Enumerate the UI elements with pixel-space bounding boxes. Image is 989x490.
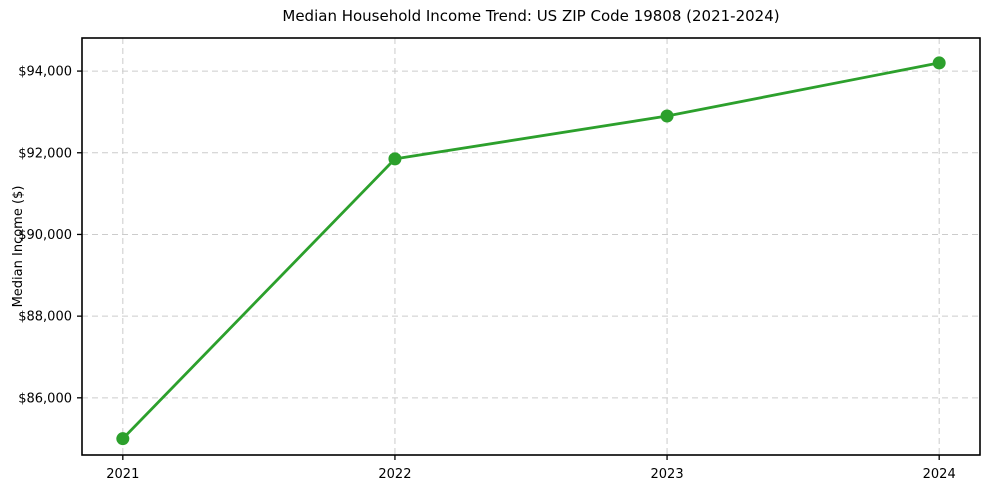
axis-tick-labels: 2021 2022 2023 2024 $86,000 $88,000 $90,000 $92… [18, 65, 955, 482]
y-tick-label: $88,000 [18, 310, 72, 325]
y-axis-label: Median Income ($) [11, 186, 26, 308]
grid-lines [82, 38, 980, 455]
y-tick-label: $90,000 [18, 228, 72, 243]
plot-border [81, 37, 981, 456]
data-point [116, 432, 130, 446]
axis-ticks [77, 70, 940, 460]
x-tick-label: 2022 [378, 467, 411, 482]
x-tick-label: 2021 [106, 467, 139, 482]
trend-line-series [116, 56, 946, 446]
y-tick-label: $94,000 [18, 65, 72, 80]
trend-line [121, 61, 941, 441]
x-tick-label: 2024 [923, 467, 956, 482]
y-tick-label: $86,000 [18, 391, 72, 406]
y-tick-label: $92,000 [18, 146, 72, 161]
data-point [932, 56, 946, 70]
x-tick-label: 2023 [651, 467, 684, 482]
data-point [660, 109, 674, 123]
data-point [388, 152, 402, 166]
chart-title: Median Household Income Trend: US ZIP Co… [282, 7, 779, 25]
